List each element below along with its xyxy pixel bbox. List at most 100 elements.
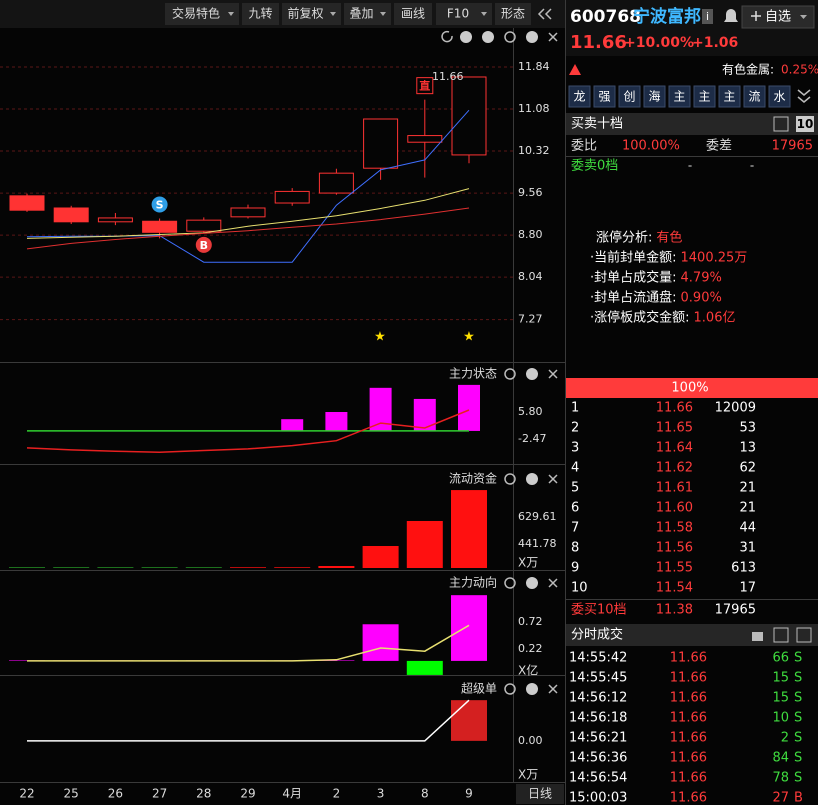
bid-volume: 62 (739, 461, 756, 476)
fullscreen-icon[interactable] (796, 627, 812, 643)
dropdown-arrow (800, 15, 807, 19)
expand-icon[interactable] (797, 89, 811, 103)
toolbar-button[interactable] (394, 3, 432, 25)
trade-volume: 2 (781, 731, 789, 746)
settings-icon[interactable] (504, 683, 516, 695)
depth-box[interactable] (796, 116, 814, 132)
help-icon[interactable] (526, 473, 538, 485)
dropdown-arrow (330, 12, 336, 16)
max-price-label: 11.66 (432, 70, 464, 83)
zoom-in-icon[interactable] (460, 31, 472, 43)
tag-box[interactable] (643, 85, 666, 108)
settings-icon[interactable] (504, 473, 516, 485)
candle-body (451, 76, 487, 156)
trade-price: 11.66 (670, 751, 707, 766)
y-tick-label: 5.80 (518, 405, 543, 418)
bar (458, 384, 480, 431)
trade-volume: 15 (772, 691, 789, 706)
bid-level: 3 (571, 441, 579, 456)
unit-label: X亿 (518, 663, 538, 678)
info-box[interactable] (702, 9, 713, 24)
help-icon[interactable] (526, 368, 538, 380)
close-icon[interactable] (548, 369, 558, 379)
stock-code: 600768 (570, 7, 641, 27)
bid-volume: 613 (731, 561, 756, 576)
tag-label: 创 (623, 90, 635, 104)
bar (406, 520, 443, 568)
tag-box[interactable] (743, 85, 766, 108)
zoom-out-icon[interactable] (482, 31, 494, 43)
ratio-label: 委比 (571, 139, 597, 154)
bid-volume: 44 (739, 521, 756, 536)
candle-body (97, 217, 133, 223)
close-icon[interactable] (548, 32, 558, 42)
x-tick-label: 2 (333, 787, 341, 801)
layout-icon[interactable] (773, 627, 789, 643)
x-tick-label: 3 (377, 787, 385, 801)
close-icon[interactable] (548, 578, 558, 588)
tag-box[interactable] (693, 85, 716, 108)
toolbar-button[interactable] (165, 3, 239, 25)
analysis-label: ·涨停板成交金额: (590, 310, 690, 326)
tag-box[interactable] (618, 85, 641, 108)
signal-badge (195, 236, 212, 253)
bid-price: 11.64 (656, 441, 693, 456)
tag-box[interactable] (668, 85, 691, 108)
tag-label: 水 (773, 90, 785, 104)
period-label: 日线 (528, 787, 552, 801)
signal-label: B (200, 239, 208, 252)
help-icon[interactable] (526, 577, 538, 589)
section-title: 买卖十档 (571, 117, 623, 132)
help-icon[interactable] (526, 31, 538, 43)
tag-label: 强 (598, 90, 610, 104)
close-icon[interactable] (548, 474, 558, 484)
analysis-label: ·封单占成交量: (590, 270, 677, 286)
panel-title: 流动资金 (449, 471, 497, 486)
tag-box[interactable] (768, 85, 791, 108)
layout-icon[interactable] (773, 116, 789, 132)
info-icon: i (706, 10, 709, 23)
bid-price: 11.62 (656, 461, 693, 476)
bell-icon[interactable] (724, 9, 738, 22)
settings-icon[interactable] (504, 368, 516, 380)
panel-title: 超级单 (461, 681, 497, 696)
toolbar-button[interactable] (436, 3, 492, 25)
sell-volume: - (750, 159, 754, 173)
trade-time: 14:56:36 (569, 751, 627, 766)
bid-price: 11.66 (656, 401, 693, 416)
y-tick-label: -2.47 (518, 432, 546, 445)
toolbar-button[interactable] (495, 3, 531, 25)
bid-price: 11.60 (656, 501, 693, 516)
buy-volume: 17965 (715, 603, 756, 618)
watch-button[interactable] (741, 5, 815, 29)
help-icon[interactable] (526, 683, 538, 695)
toolbar-button[interactable] (344, 3, 391, 25)
sell-label: 委卖0档 (571, 159, 618, 174)
bid-level: 6 (571, 501, 579, 516)
toolbar-button[interactable] (282, 3, 341, 25)
toolbar-button[interactable] (242, 3, 279, 25)
x-tick-label: 27 (152, 787, 167, 801)
toolbar-button-label: 叠加 (349, 7, 373, 21)
lock-icon[interactable] (752, 632, 763, 641)
tag-box[interactable] (568, 85, 591, 108)
close-icon[interactable] (548, 684, 558, 694)
indicator-line (26, 409, 470, 453)
settings-icon[interactable] (504, 577, 516, 589)
settings-icon[interactable] (504, 31, 516, 43)
bar (413, 398, 436, 431)
candle-body (230, 207, 266, 218)
period-box[interactable] (516, 784, 564, 804)
watch-button-label: 自选 (765, 10, 791, 25)
moving-average (26, 188, 470, 239)
analysis-value: 1400.25万 (681, 251, 748, 266)
trade-side: B (794, 791, 803, 805)
tag-box[interactable] (593, 85, 616, 108)
y-tick-label: 0.22 (518, 642, 543, 655)
tag-label: 主 (673, 90, 685, 104)
bid-price: 11.54 (656, 581, 693, 596)
x-tick-label: 9 (465, 787, 473, 801)
refresh-icon[interactable] (441, 30, 453, 43)
collapse-icon[interactable] (537, 8, 552, 20)
tag-box[interactable] (718, 85, 741, 108)
